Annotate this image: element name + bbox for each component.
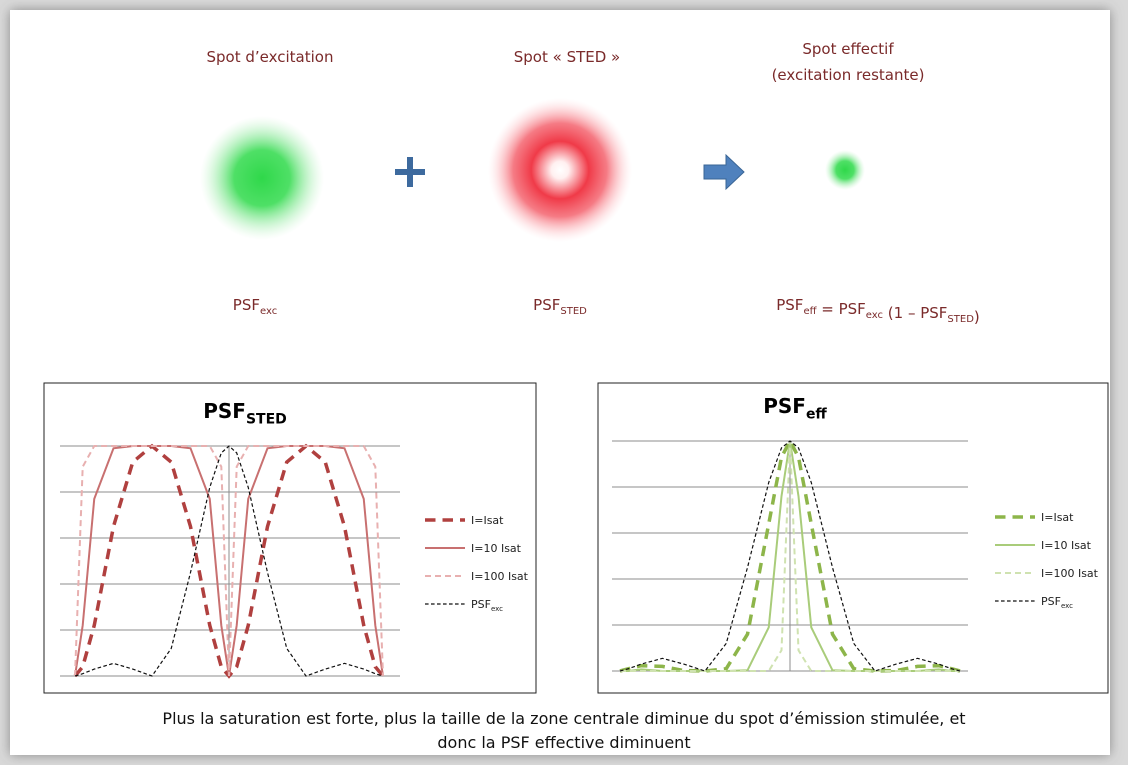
legend-label: I=100 Isat xyxy=(1041,567,1099,580)
spot-label: Spot effectif xyxy=(802,40,894,58)
plus-sign xyxy=(395,157,425,187)
caption: Plus la saturation est forte, plus la ta… xyxy=(162,709,965,728)
caption: donc la PSF effective diminuent xyxy=(437,733,690,752)
effective-spot xyxy=(825,150,865,190)
legend-label: I=100 Isat xyxy=(471,570,529,583)
psf-label: PSFSTED xyxy=(533,296,587,317)
legend-label: I=10 Isat xyxy=(471,542,522,555)
spot-label: Spot d’excitation xyxy=(207,48,334,66)
spot-label: Spot « STED » xyxy=(514,48,620,66)
series-line xyxy=(74,445,384,677)
chart-title: PSFeff xyxy=(763,394,827,423)
spot-label: (excitation restante) xyxy=(772,66,925,84)
legend-label: PSFexc xyxy=(471,598,503,613)
chart-title: PSFSTED xyxy=(203,399,287,428)
psf-label: PSFexc xyxy=(233,296,277,317)
series-line xyxy=(619,440,961,672)
legend-label: I=Isat xyxy=(471,514,504,527)
legend-label: PSFexc xyxy=(1041,595,1073,610)
legend-label: I=Isat xyxy=(1041,511,1074,524)
series-line xyxy=(74,445,384,677)
legend-label: I=10 Isat xyxy=(1041,539,1092,552)
excitation-spot xyxy=(200,116,324,240)
sted-spot xyxy=(488,98,632,242)
chart-frame xyxy=(597,382,1109,694)
arrow xyxy=(703,153,745,191)
formula: PSFeff = PSFexc (1 – PSFSTED) xyxy=(776,296,980,326)
